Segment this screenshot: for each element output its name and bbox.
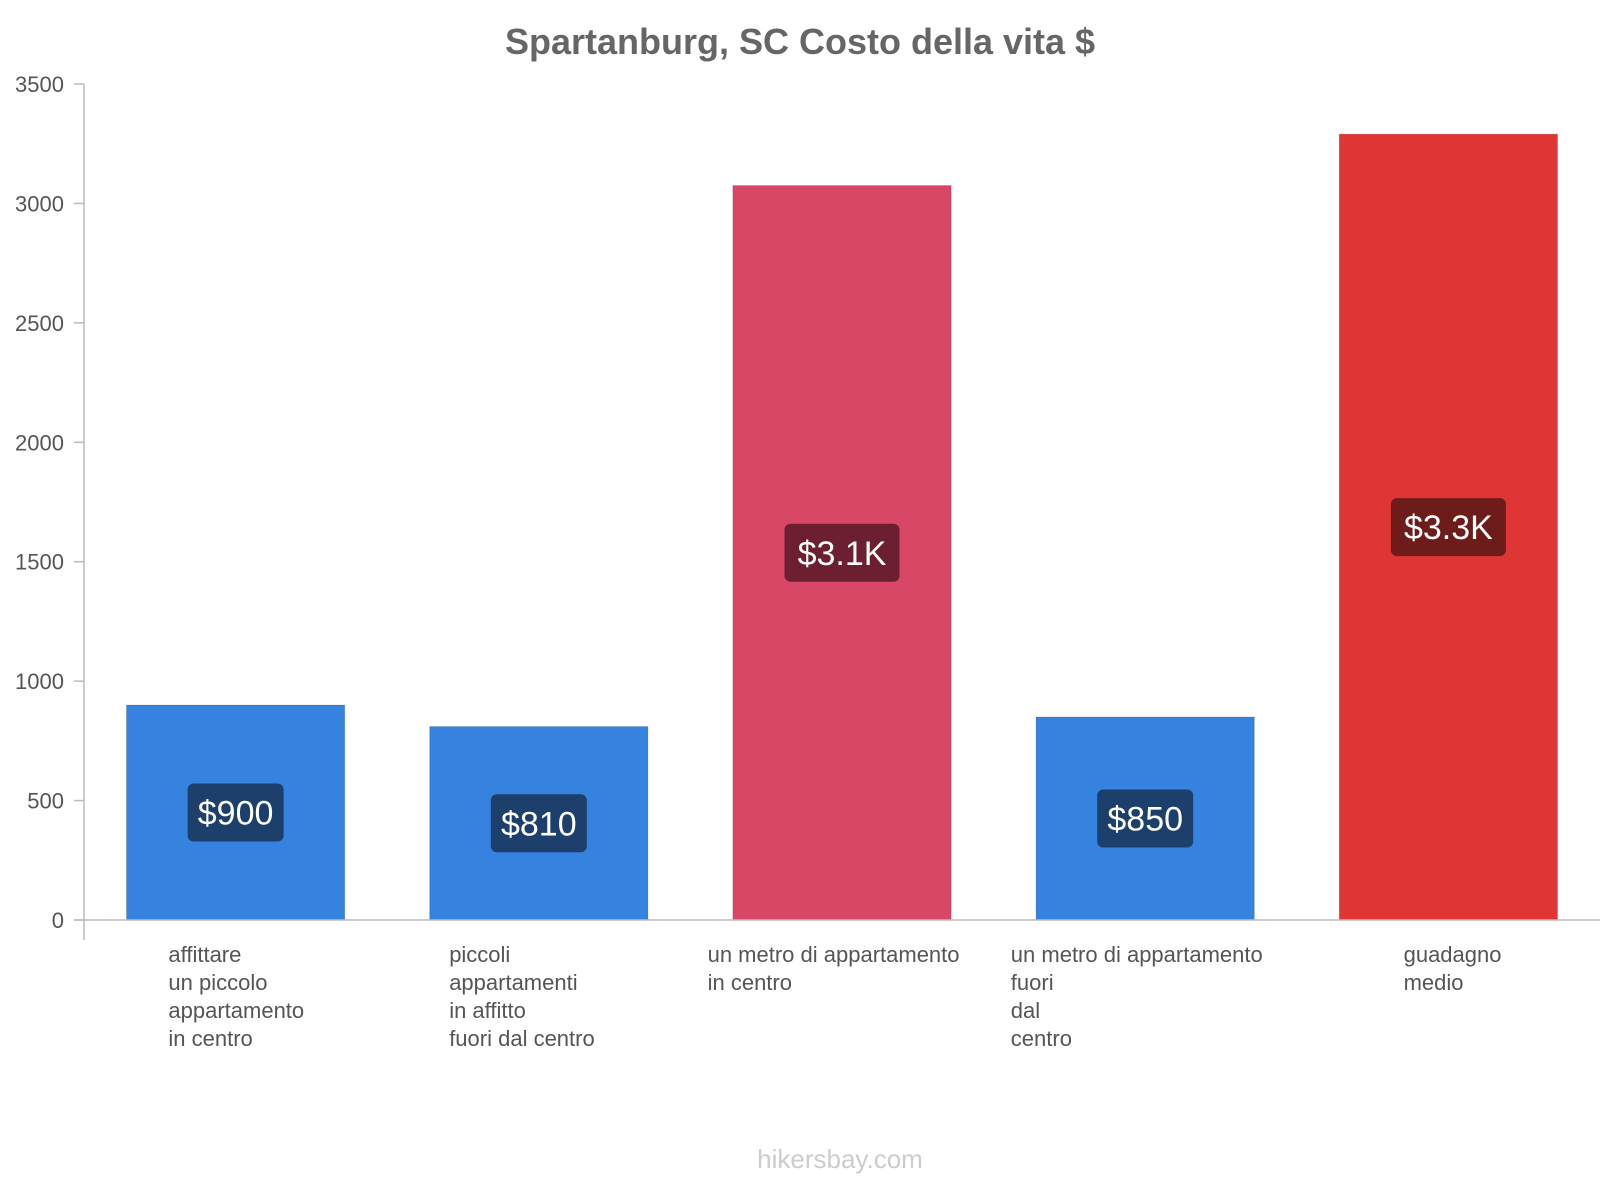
bars-group: $900 $810 $3.1K $850 $3.3K xyxy=(125,133,1559,921)
category-label-line: un piccolo xyxy=(168,970,267,995)
category-label-line: piccoli xyxy=(449,942,510,967)
category-label-line: fuori xyxy=(1011,970,1054,995)
y-axis: 0 500 1000 1500 2000 2500 3000 3500 xyxy=(15,72,85,940)
chart-title: Spartanburg, SC Costo della vita $ xyxy=(505,21,1095,62)
x-axis: affittare un piccolo appartamento in centro… xyxy=(74,919,1600,1051)
value-label-box xyxy=(784,523,900,582)
value-label: $810 xyxy=(501,805,577,843)
y-tick-label: 3000 xyxy=(15,191,64,216)
category-label-line: appartamenti xyxy=(449,970,577,995)
y-tick-label: 2000 xyxy=(15,430,64,455)
category-label-line: in centro xyxy=(708,970,792,995)
y-tick-label: 3500 xyxy=(15,72,64,97)
category-label-line: guadagno xyxy=(1404,942,1502,967)
value-label-box xyxy=(1390,498,1506,557)
category-label: piccoli appartamenti in affitto fuori dal c… xyxy=(449,942,595,1051)
category-label-line: appartamento xyxy=(168,998,304,1023)
value-label-box xyxy=(490,794,587,853)
watermark: hikersbay.com xyxy=(757,1144,923,1174)
category-label: affittare un piccolo appartamento in centro xyxy=(168,942,304,1051)
category-label-line: un metro di appartamento xyxy=(1011,942,1263,967)
category-label-line: dal xyxy=(1011,998,1040,1023)
y-tick-label: 0 xyxy=(52,908,64,933)
category-label-line: centro xyxy=(1011,1026,1072,1051)
category-label-line: affittare xyxy=(168,942,241,967)
value-label: $900 xyxy=(198,795,274,833)
value-label-box xyxy=(1097,789,1194,848)
y-tick-label: 1000 xyxy=(15,669,64,694)
value-label: $850 xyxy=(1107,800,1183,838)
category-label-line: fuori dal centro xyxy=(449,1026,595,1051)
value-label: $3.1K xyxy=(798,535,887,573)
category-label: un metro di appartamento fuori dal centro xyxy=(1011,942,1263,1051)
category-label: un metro di appartamento in centro xyxy=(708,942,960,995)
category-label-line: medio xyxy=(1404,970,1464,995)
value-label-box xyxy=(187,783,284,842)
category-label-line: in centro xyxy=(168,1026,252,1051)
y-tick-label: 1500 xyxy=(15,550,64,575)
category-label-line: in affitto xyxy=(449,998,526,1023)
bar xyxy=(125,704,346,921)
value-label: $3.3K xyxy=(1404,509,1493,547)
y-tick-label: 500 xyxy=(27,789,64,814)
category-label-line: un metro di appartamento xyxy=(708,942,960,967)
category-label: guadagno medio xyxy=(1404,942,1502,995)
y-tick-label: 2500 xyxy=(15,311,64,336)
